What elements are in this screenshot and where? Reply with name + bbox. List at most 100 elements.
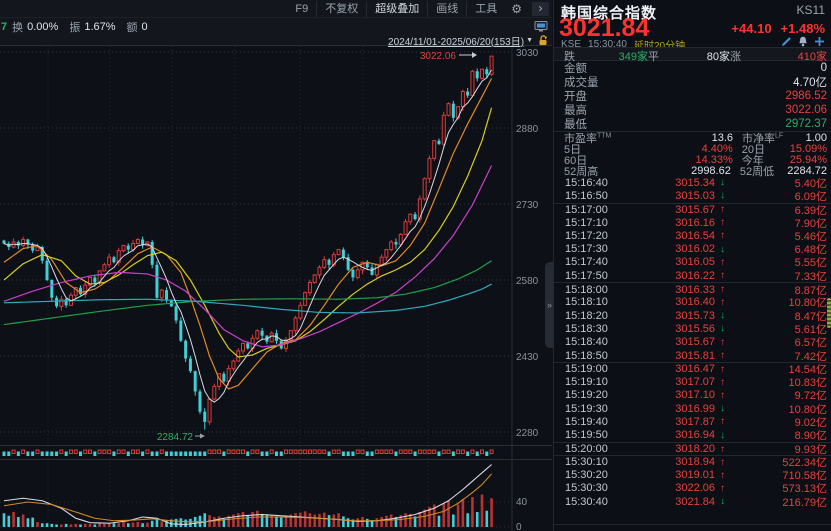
tick-row[interactable]: 15:17:20 3016.54 ↑ 5.46亿 bbox=[554, 229, 831, 243]
tick-row[interactable]: 15:19:30 3016.99 ↓ 10.80亿 bbox=[554, 402, 831, 416]
breadth-label: 平 bbox=[648, 51, 659, 63]
tick-row[interactable]: 15:18:00 3016.33 ↑ 8.87亿 bbox=[554, 282, 831, 297]
tick-row[interactable]: 15:30:10 3018.94 ↑ 522.34亿 bbox=[554, 455, 831, 469]
change-percent: +1.48% bbox=[780, 21, 825, 36]
indicator-label: 换 bbox=[12, 21, 24, 34]
unlock-icon[interactable] bbox=[538, 34, 549, 46]
tick-volume: 5.46亿 bbox=[794, 230, 827, 243]
tick-row[interactable]: 15:30:40 3021.84 ↓ 216.79亿 bbox=[554, 495, 831, 509]
tick-time: 15:19:10 bbox=[565, 376, 608, 389]
tick-row[interactable]: 15:19:20 3017.10 ↑ 9.72亿 bbox=[554, 389, 831, 402]
stat-row: 金额 0 bbox=[554, 61, 831, 75]
tick-row[interactable]: 15:17:40 3016.05 ↑ 5.55亿 bbox=[554, 256, 831, 269]
tick-row[interactable]: 15:18:50 3015.81 ↑ 7.42亿 bbox=[554, 349, 831, 363]
toolbar-item-不复权[interactable]: 不复权 bbox=[316, 0, 366, 17]
ratio-label: 20日 bbox=[741, 143, 766, 156]
tick-volume: 9.93亿 bbox=[794, 444, 827, 457]
tick-volume: 7.42亿 bbox=[794, 350, 827, 363]
tick-row[interactable]: 15:16:40 3015.34 ↓ 5.40亿 bbox=[554, 176, 831, 190]
tick-time: 15:17:00 bbox=[565, 203, 608, 216]
tick-row[interactable]: 15:19:50 3016.94 ↓ 8.90亿 bbox=[554, 429, 831, 442]
tick-time: 15:30:30 bbox=[565, 482, 608, 495]
tick-row[interactable]: 15:17:50 3016.22 ↑ 7.33亿 bbox=[554, 269, 831, 283]
delay-badge: 延时20分钟 bbox=[634, 37, 685, 52]
tick-price: 3016.33 bbox=[675, 283, 715, 296]
ma-line-green bbox=[3, 260, 492, 326]
stat-value: 3022.06 bbox=[785, 104, 827, 116]
arrow-up-icon: ↑ bbox=[720, 482, 725, 494]
ratio-value: 2998.62 bbox=[691, 164, 731, 177]
toolbar-item-工具[interactable]: 工具 bbox=[466, 0, 505, 17]
tick-row[interactable]: 15:17:10 3016.16 ↑ 7.90亿 bbox=[554, 216, 831, 230]
kline-chart[interactable]: 3030 2880 2730 2580 2430 2280 40 0 3022.06 2284.7… bbox=[0, 0, 552, 531]
pencil-icon[interactable] bbox=[781, 36, 792, 47]
ratio-row: 60日 14.33% 今年 25.94% bbox=[554, 153, 831, 167]
volume-bars bbox=[2, 494, 493, 527]
quote-time: 15:30:40 bbox=[588, 39, 627, 50]
tick-row[interactable]: 15:30:30 3022.06 ↑ 573.13亿 bbox=[554, 482, 831, 495]
indicator-value: 0.00% bbox=[27, 20, 59, 33]
toolbar-item-超级叠加[interactable]: 超级叠加 bbox=[366, 0, 427, 17]
alarm-bell-icon[interactable] bbox=[798, 36, 808, 47]
tick-row[interactable]: 15:18:20 3015.73 ↓ 8.47亿 bbox=[554, 309, 831, 323]
arrow-up-icon: ↑ bbox=[720, 270, 725, 282]
date-range-row: 2024/11/01-2025/06/20(153日) ▼ bbox=[0, 34, 552, 48]
svg-text:2280: 2280 bbox=[516, 428, 539, 439]
ma-line-yellow bbox=[3, 107, 493, 358]
tick-row[interactable]: 15:19:40 3017.87 ↑ 9.02亿 bbox=[554, 415, 831, 429]
tick-time: 15:16:40 bbox=[565, 176, 608, 189]
ratio-row: 市盈率TTM 13.6 市净率LF 1.00 bbox=[554, 131, 831, 145]
scrollbar-thumb[interactable] bbox=[827, 298, 831, 328]
stat-value: 4.70亿 bbox=[793, 77, 827, 89]
arrow-down-icon: ↓ bbox=[720, 323, 725, 335]
tick-row[interactable]: 15:18:10 3016.40 ↑ 10.80亿 bbox=[554, 296, 831, 309]
tick-price: 3022.06 bbox=[675, 482, 715, 495]
chevron-right-icon[interactable]: › bbox=[532, 1, 549, 16]
index-code: KS11 bbox=[796, 3, 825, 17]
low-annotation: 2284.72 bbox=[157, 432, 205, 443]
quote-ratios: 市盈率TTM 13.6 市净率LF 1.00 5日 4.40% 20日 15.09% 60日 14… bbox=[554, 131, 831, 178]
stat-row: 最低 2972.37 bbox=[554, 117, 831, 131]
tick-volume: 10.83亿 bbox=[788, 377, 827, 390]
tick-volume: 5.40亿 bbox=[794, 177, 827, 190]
tick-price: 3015.81 bbox=[675, 349, 715, 362]
tick-price: 3016.02 bbox=[675, 243, 715, 256]
tick-row[interactable]: 15:18:40 3015.67 ↑ 6.57亿 bbox=[554, 336, 831, 349]
toolbar-item-画线[interactable]: 画线 bbox=[427, 0, 466, 17]
indicator-label: 振 bbox=[69, 21, 81, 34]
tick-time: 15:19:50 bbox=[565, 429, 608, 442]
stat-value: 2972.37 bbox=[785, 118, 827, 130]
tick-time: 15:19:40 bbox=[565, 415, 608, 428]
ratio-value: 25.94% bbox=[789, 153, 828, 166]
stat-label: 最低 bbox=[564, 119, 587, 131]
tick-row[interactable]: 15:19:10 3017.07 ↑ 10.83亿 bbox=[554, 375, 831, 390]
tick-row[interactable]: 15:30:20 3019.01 ↑ 710.58亿 bbox=[554, 469, 831, 482]
screenshot-icon[interactable] bbox=[534, 20, 548, 33]
ratio-label: 60日 bbox=[564, 154, 588, 167]
tick-row[interactable]: 15:18:30 3015.56 ↓ 5.61亿 bbox=[554, 322, 831, 336]
tick-price: 3015.67 bbox=[675, 336, 715, 349]
ratio-value: 13.6 bbox=[711, 131, 733, 144]
exchange-label: KSE bbox=[561, 39, 582, 50]
arrow-up-icon: ↑ bbox=[720, 296, 725, 308]
price-change: +44.10 +1.48% bbox=[731, 21, 825, 36]
quote-actions bbox=[781, 36, 825, 47]
tick-row[interactable]: 15:19:00 3016.47 ↑ 14.54亿 bbox=[554, 362, 831, 376]
tick-row[interactable]: 15:16:50 3015.03 ↓ 6.09亿 bbox=[554, 189, 831, 203]
toolbar-item-F9[interactable]: F9 bbox=[295, 2, 309, 15]
gear-icon[interactable]: ⚙ bbox=[511, 1, 522, 16]
arrow-up-icon: ↑ bbox=[720, 284, 725, 296]
tick-price: 3016.99 bbox=[675, 402, 715, 415]
tick-price: 3016.05 bbox=[675, 256, 715, 269]
tick-row[interactable]: 15:20:00 3018.20 ↑ 9.93亿 bbox=[554, 441, 831, 457]
date-range-selector[interactable]: 2024/11/01-2025/06/20(153日) bbox=[388, 36, 525, 48]
tick-time: 15:17:20 bbox=[565, 229, 608, 242]
tick-row[interactable]: 15:17:30 3016.02 ↓ 6.48亿 bbox=[554, 242, 831, 256]
svg-text:3022.06: 3022.06 bbox=[420, 51, 457, 62]
breadth-label: 跌 bbox=[564, 51, 575, 63]
tick-price: 3017.87 bbox=[675, 415, 715, 428]
ratio-row: 52周高 2998.62 52周低 2284.72 bbox=[554, 164, 831, 178]
tick-row[interactable]: 15:17:00 3015.67 ↑ 6.39亿 bbox=[554, 202, 831, 217]
panel-collapse-handle[interactable]: » bbox=[545, 262, 554, 348]
add-icon[interactable] bbox=[814, 36, 825, 47]
